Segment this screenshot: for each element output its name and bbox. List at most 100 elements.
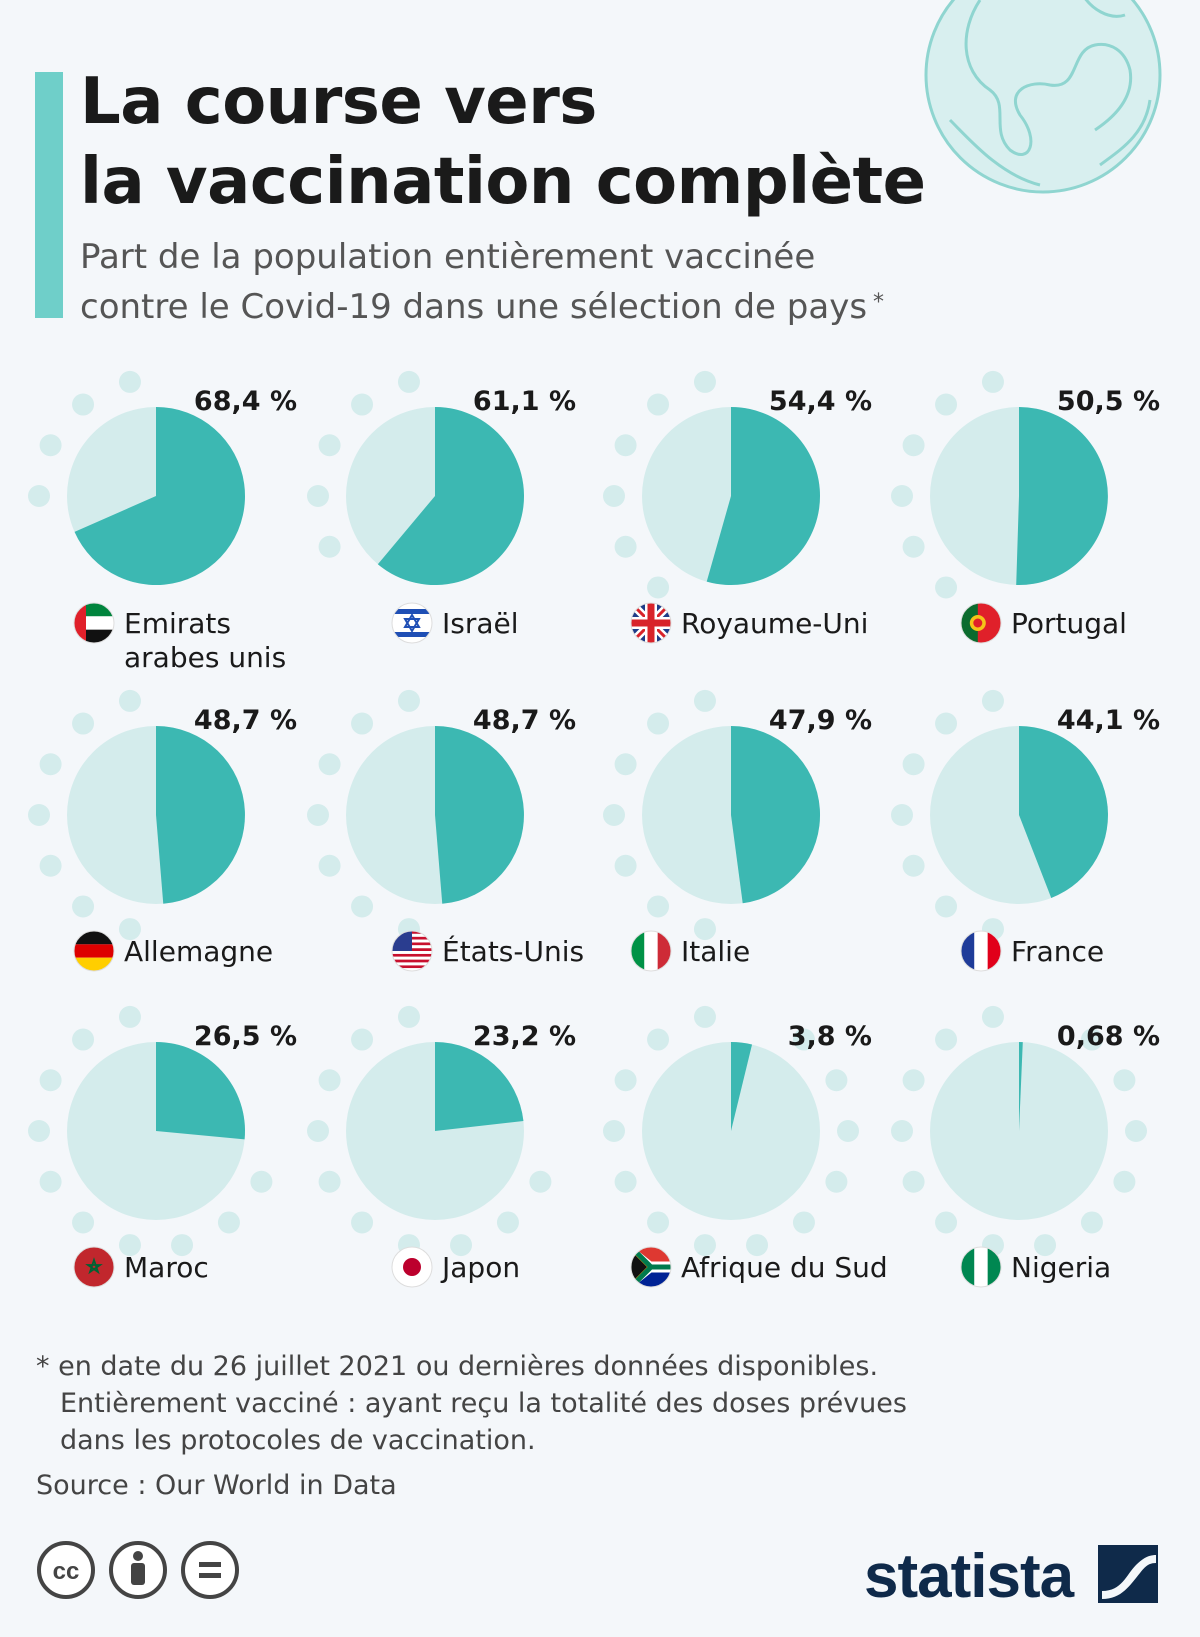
israel-flag xyxy=(392,603,432,643)
pie-chart-9: 26,5 % Maroc xyxy=(28,1005,297,1288)
virus-spike xyxy=(693,1005,716,1028)
virus-spike xyxy=(902,1069,925,1092)
country-label: Allemagne xyxy=(124,935,273,968)
virus-spike xyxy=(647,895,670,918)
value-label: 3,8 % xyxy=(788,1021,872,1052)
virus-spike xyxy=(171,1234,194,1257)
page-title: La course vers la vaccination complète xyxy=(80,62,926,222)
virus-spike xyxy=(693,370,716,393)
virus-spike xyxy=(529,1170,552,1193)
pie-chart-4: 50,5 % Portugal xyxy=(891,370,1160,644)
svg-text:cc: cc xyxy=(53,1558,80,1585)
no-derivatives-icon xyxy=(181,1541,239,1599)
virus-spike xyxy=(1080,1211,1103,1234)
virus-spike xyxy=(39,434,62,457)
value-label: 50,5 % xyxy=(1057,386,1160,417)
virus-spike xyxy=(1034,1234,1057,1257)
subtitle-marker: * xyxy=(873,290,885,315)
country-label: Maroc xyxy=(124,1251,209,1284)
virus-spike xyxy=(72,712,95,735)
virus-spike xyxy=(935,576,958,599)
virus-spike xyxy=(935,1028,958,1051)
pie-slice-vaccinated xyxy=(1016,407,1108,585)
virus-spike xyxy=(397,1005,420,1028)
value-label: 61,1 % xyxy=(473,386,576,417)
pie-chart-7: 47,9 % Italie xyxy=(603,689,872,972)
value-label: 23,2 % xyxy=(473,1021,576,1052)
statista-mark-icon xyxy=(1098,1545,1158,1603)
usa-flag xyxy=(392,931,432,971)
virus-spike xyxy=(981,1005,1004,1028)
pie-slice-vaccinated xyxy=(731,1042,753,1131)
virus-spike xyxy=(647,393,670,416)
virus-spike xyxy=(1080,1028,1103,1051)
virus-spike xyxy=(614,1069,637,1092)
virus-spike xyxy=(1125,1120,1147,1142)
virus-spike xyxy=(981,370,1004,393)
virus-spike xyxy=(318,1069,341,1092)
pie-chart-3: 54,4 % Royaume-Uni xyxy=(603,370,872,644)
virus-spike xyxy=(397,370,420,393)
virus-spike xyxy=(693,918,716,941)
virus-spike xyxy=(792,1028,815,1051)
virus-spike xyxy=(935,393,958,416)
virus-spike xyxy=(792,1211,815,1234)
virus-spike xyxy=(217,1211,240,1234)
title-line-2: la vaccination complète xyxy=(80,145,926,219)
license-icons: cc xyxy=(37,1541,239,1599)
virus-spike xyxy=(118,1234,141,1257)
virus-spike xyxy=(307,804,329,826)
virus-spike xyxy=(118,689,141,712)
japan-flag xyxy=(392,1247,432,1287)
virus-spike xyxy=(614,854,637,877)
virus-spike xyxy=(39,1170,62,1193)
virus-spike xyxy=(318,535,341,558)
virus-spike xyxy=(837,1120,859,1142)
pie-slice-vaccinated xyxy=(435,1042,524,1131)
accent-bar xyxy=(35,72,63,318)
virus-spike xyxy=(39,854,62,877)
virus-spike xyxy=(318,854,341,877)
virus-spike xyxy=(603,804,625,826)
source-note: Source : Our World in Data xyxy=(36,1470,397,1501)
virus-spike xyxy=(902,535,925,558)
country-label: Afrique du Sud xyxy=(681,1251,888,1284)
virus-spike xyxy=(351,1028,374,1051)
virus-spike xyxy=(647,576,670,599)
subtitle-line-2: contre le Covid-19 dans une sélection de… xyxy=(80,282,884,332)
virus-spike xyxy=(118,1005,141,1028)
subtitle-line-2-text: contre le Covid-19 dans une sélection de… xyxy=(80,287,868,327)
pie-slice-vaccinated xyxy=(156,1042,246,1140)
virus-spike xyxy=(693,1234,716,1257)
virus-spike xyxy=(891,1120,913,1142)
brand-wordmark: statista xyxy=(864,1542,1075,1611)
virus-spike xyxy=(935,895,958,918)
globe-icon xyxy=(924,0,1162,194)
virus-spike xyxy=(72,1028,95,1051)
title-line-1: La course vers xyxy=(80,65,597,139)
pie-chart-11: 3,8 % Afrique du Sud xyxy=(603,1005,888,1288)
uk-flag xyxy=(631,603,671,643)
country-label: Emirats xyxy=(124,607,231,640)
pie-slice-vaccinated xyxy=(706,407,821,585)
virus-spike xyxy=(902,854,925,877)
virus-spike xyxy=(351,895,374,918)
pie-chart-2: 61,1 % Israël xyxy=(307,370,576,644)
virus-spike xyxy=(825,1170,848,1193)
statista-logo: statista xyxy=(864,1542,1158,1611)
virus-spike xyxy=(250,1170,273,1193)
virus-spike xyxy=(647,1028,670,1051)
country-label: France xyxy=(1011,935,1104,968)
pie-slice-vaccinated xyxy=(377,407,524,585)
virus-spike xyxy=(603,1120,625,1142)
virus-spike xyxy=(1113,1170,1136,1193)
country-label: Nigeria xyxy=(1011,1251,1111,1284)
virus-spike xyxy=(118,370,141,393)
pie-chart-5: 48,7 % Allemagne xyxy=(28,689,297,972)
virus-spike xyxy=(307,1120,329,1142)
virus-spike xyxy=(891,485,913,507)
country-label: arabes unis xyxy=(124,641,286,674)
france-flag xyxy=(961,931,1001,971)
country-label: Royaume-Uni xyxy=(681,607,868,640)
